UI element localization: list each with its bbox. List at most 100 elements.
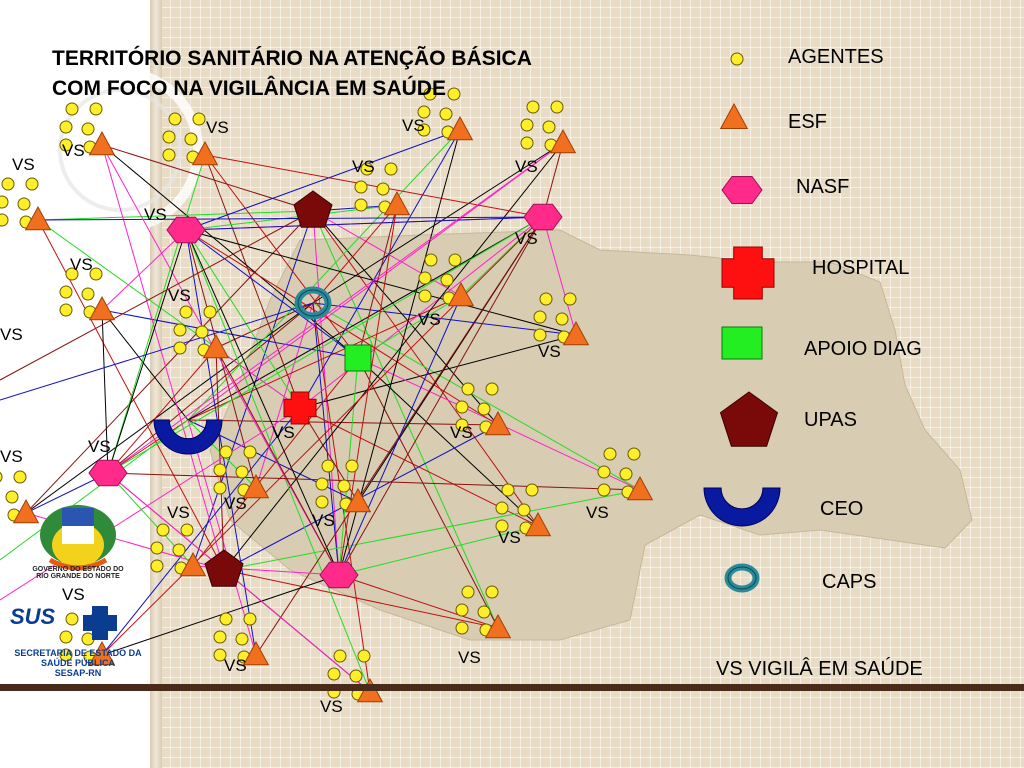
esf-triangle (484, 410, 512, 436)
legend-label-agentes: AGENTES (788, 46, 884, 68)
esf-triangle (242, 640, 270, 666)
secretaria-line-1: SECRETARIA DE ESTADO DA (14, 648, 142, 658)
connection-line (338, 216, 544, 576)
agente-marker (384, 162, 398, 176)
agente-marker (354, 198, 368, 212)
state-line-1: GOVERNO DO ESTADO DO (32, 566, 124, 573)
decorative-ring-inner (58, 88, 182, 212)
legend-esf-triangle (719, 102, 749, 129)
agente-marker (13, 470, 27, 484)
vs-label: VS (0, 447, 23, 466)
esf-triangle (524, 511, 552, 537)
agente-marker (168, 112, 182, 126)
connection-line (101, 229, 187, 311)
connection-line (185, 229, 359, 359)
connection-line (312, 142, 564, 304)
connection-line (299, 334, 577, 409)
connection-line (185, 129, 461, 231)
agente-marker (455, 400, 469, 414)
connection-line (37, 210, 314, 221)
connection-line (223, 142, 564, 571)
connection-line (185, 216, 544, 231)
agente-marker (5, 490, 19, 504)
agente-marker (192, 112, 206, 126)
agente-marker (321, 459, 335, 473)
agente-marker (17, 197, 31, 211)
connection-line (215, 347, 340, 576)
vs-label: VS (352, 157, 375, 176)
agente-marker (219, 612, 233, 626)
nasf-hexagon (166, 216, 206, 244)
agente-marker (440, 273, 454, 287)
agente-marker (315, 477, 329, 491)
agente-marker (172, 543, 186, 557)
agente-marker (337, 479, 351, 493)
legend-label-vs: VS VIGILÂ EM SAÚDE (716, 658, 923, 680)
vs-label: VS (458, 648, 481, 667)
connection-line (312, 210, 539, 527)
connection-line (215, 347, 301, 409)
legend-label-nasf: NASF (796, 176, 850, 198)
agente-marker (156, 523, 170, 537)
agente-marker (477, 605, 491, 619)
agente-marker (563, 292, 577, 306)
agente-marker (65, 612, 79, 626)
agente-marker (550, 100, 564, 114)
legend-label-hospital: HOSPITAL (812, 257, 910, 279)
secretaria-line-3: SESAP-RN (54, 668, 102, 678)
connection-line (223, 569, 499, 629)
vs-label: VS (70, 255, 93, 274)
vs-label: VS (272, 423, 295, 442)
legend-label-apoio-diag: APOIO DIAG (804, 338, 922, 360)
agente-marker (477, 402, 491, 416)
connection-line (107, 229, 187, 474)
decorative-ring (37, 67, 203, 233)
legend-apoio-diag-square (721, 326, 763, 360)
agente-marker (81, 122, 95, 136)
agente-marker (0, 471, 3, 483)
vs-label: VS (498, 528, 521, 547)
agente-marker (525, 483, 539, 497)
agente-marker (243, 445, 257, 459)
connection-line (187, 129, 461, 421)
secretaria-label: SECRETARIA DE ESTADO DA SAÚDE PÚBLICA SE… (6, 648, 150, 678)
agente-marker (213, 648, 227, 662)
connection-line (107, 419, 189, 474)
agente-marker (619, 467, 633, 481)
agente-marker (1, 177, 15, 191)
connection-line (312, 210, 462, 297)
connection-line (542, 216, 577, 336)
agente-marker (345, 459, 359, 473)
agente-marker (150, 541, 164, 555)
agente-marker (59, 630, 73, 644)
nasf-hexagon (88, 459, 128, 487)
agente-marker (423, 87, 437, 101)
vs-label: VS (312, 511, 335, 530)
agente-marker (327, 667, 341, 681)
connection-line (107, 154, 206, 474)
legend-shapes (703, 52, 781, 593)
agente-marker (542, 120, 556, 134)
agente-marker (349, 669, 363, 683)
connection-line (107, 142, 564, 474)
legend-label-upas: UPAS (804, 409, 857, 431)
connection-line (101, 309, 109, 474)
agente-marker (195, 325, 209, 339)
connection-line (107, 347, 217, 474)
esf-triangle (88, 640, 116, 666)
esf-triangle (88, 295, 116, 321)
connection-line (204, 154, 301, 409)
esf-triangle (383, 190, 411, 216)
connection-line (338, 204, 398, 576)
agente-marker (179, 305, 193, 319)
agente-marker (627, 447, 641, 461)
esf-triangle (12, 498, 40, 524)
connection-line (185, 229, 499, 426)
vs-label: VS (450, 423, 473, 442)
agente-marker (424, 253, 438, 267)
connection-line (204, 154, 544, 218)
connection-line (312, 302, 371, 693)
connection-line (0, 302, 314, 401)
legend-label-caps: CAPS (822, 571, 877, 593)
esf-triangle (24, 205, 52, 231)
